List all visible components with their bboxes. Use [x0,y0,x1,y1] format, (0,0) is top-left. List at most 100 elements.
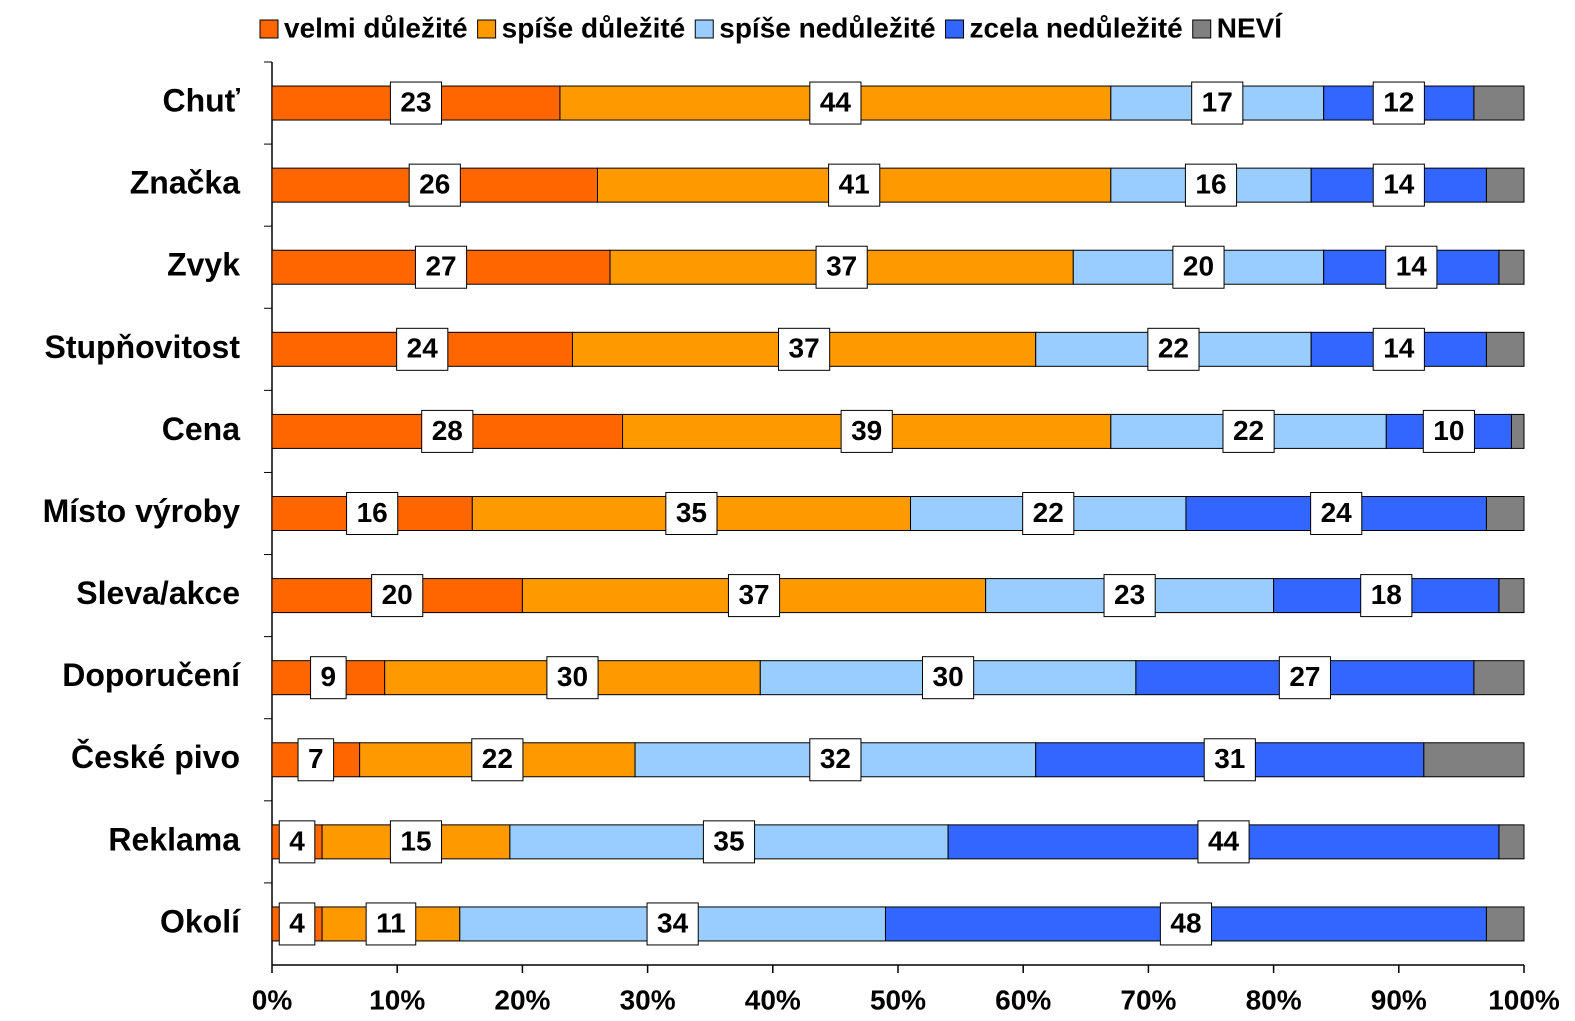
x-tick-label: 80% [1246,984,1302,1015]
legend-label: spíše důležité [502,12,686,43]
data-label: 30 [557,661,588,692]
data-label: 28 [432,415,463,446]
bar-segment [1473,85,1525,121]
data-label-box [665,492,718,535]
data-label-box [1184,163,1238,207]
legend-label: spíše nedůležité [719,12,935,43]
data-label: 16 [1195,169,1226,200]
bar-segment [1498,249,1525,285]
legend-label: NEVÍ [1217,12,1284,43]
data-label-box [922,656,975,700]
data-label-box [646,902,699,946]
data-label-box [1203,738,1256,782]
data-label: 41 [839,169,870,200]
category-label: Chuť [162,82,240,118]
legend-swatch [259,19,279,39]
data-label-box [1278,656,1331,700]
x-tick-label: 50% [870,984,926,1015]
data-label: 31 [1214,743,1245,774]
legend-label: zcela nedůležité [970,12,1183,43]
bar-segment [1485,167,1525,203]
data-label-box [1372,163,1425,207]
data-label-box [1197,820,1250,864]
bar-segment [1510,413,1525,449]
data-label: 17 [1202,86,1233,117]
data-label-box [1172,245,1225,289]
data-label-box [278,902,316,946]
data-label-box [1372,81,1425,125]
data-label: 37 [738,579,769,610]
category-label: Okolí [160,903,241,939]
data-label: 22 [482,743,513,774]
bar-segment [1498,578,1525,614]
data-label-box [1022,492,1075,535]
data-label-box [389,820,443,864]
data-label: 26 [419,169,450,200]
data-label: 14 [1383,169,1415,200]
data-label-box [1360,574,1413,618]
data-label-box [727,574,781,618]
data-label-box [809,81,862,125]
data-label: 44 [1208,825,1240,856]
data-label: 24 [407,333,439,364]
data-label: 32 [820,743,851,774]
category-label: Cena [162,411,240,447]
category-label: Zvyk [167,247,240,283]
data-label-box [1222,409,1275,453]
data-label-box [421,409,474,453]
bar-segment [1423,742,1525,778]
data-label: 4 [289,907,305,938]
data-label: 35 [713,825,744,856]
data-label: 27 [1289,661,1320,692]
data-label: 11 [376,907,406,938]
data-label: 14 [1383,333,1415,364]
data-label: 18 [1371,579,1402,610]
data-label: 15 [400,825,431,856]
data-label: 23 [1114,579,1145,610]
category-label: Stupňovitost [44,329,240,365]
data-label-box [310,656,347,700]
data-label: 37 [789,333,820,364]
data-label: 44 [820,86,852,117]
data-label: 20 [1183,251,1214,282]
data-label-box [1159,902,1213,946]
x-tick-label: 40% [745,984,801,1015]
bar-segment [1485,331,1525,367]
x-tick-label: 60% [995,984,1051,1015]
data-label-box [389,81,443,125]
data-label-box [408,163,461,207]
data-label-box [1191,81,1244,125]
category-label: Doporučení [62,657,241,693]
bar-segment [1473,660,1525,696]
data-label-box [828,163,881,207]
data-label: 23 [400,86,431,117]
data-label: 22 [1233,415,1264,446]
data-label: 37 [826,251,857,282]
data-label-box [1103,574,1156,618]
data-label-box [346,492,399,535]
data-label-box [1147,327,1200,371]
data-label: 14 [1396,251,1428,282]
data-label: 20 [382,579,413,610]
data-label-box [840,409,893,453]
data-label: 22 [1033,497,1064,528]
data-label: 39 [851,415,882,446]
data-label-box [1372,327,1425,371]
data-label: 35 [676,497,707,528]
bar-segment [1485,906,1525,942]
data-label-box [297,738,335,782]
legend-swatch [694,19,714,39]
legend-label: velmi důležité [284,12,468,43]
data-label: 48 [1170,907,1201,938]
bar-segment [1498,824,1525,860]
data-label: 27 [425,251,456,282]
category-label: Značka [130,165,240,201]
data-label: 4 [289,825,305,856]
data-label-box [365,902,417,946]
data-label: 24 [1321,497,1353,528]
data-label-box [414,245,468,289]
data-label-box [702,820,756,864]
data-label-box [778,327,831,371]
data-label-box [396,327,449,371]
data-label-box [1310,492,1363,535]
